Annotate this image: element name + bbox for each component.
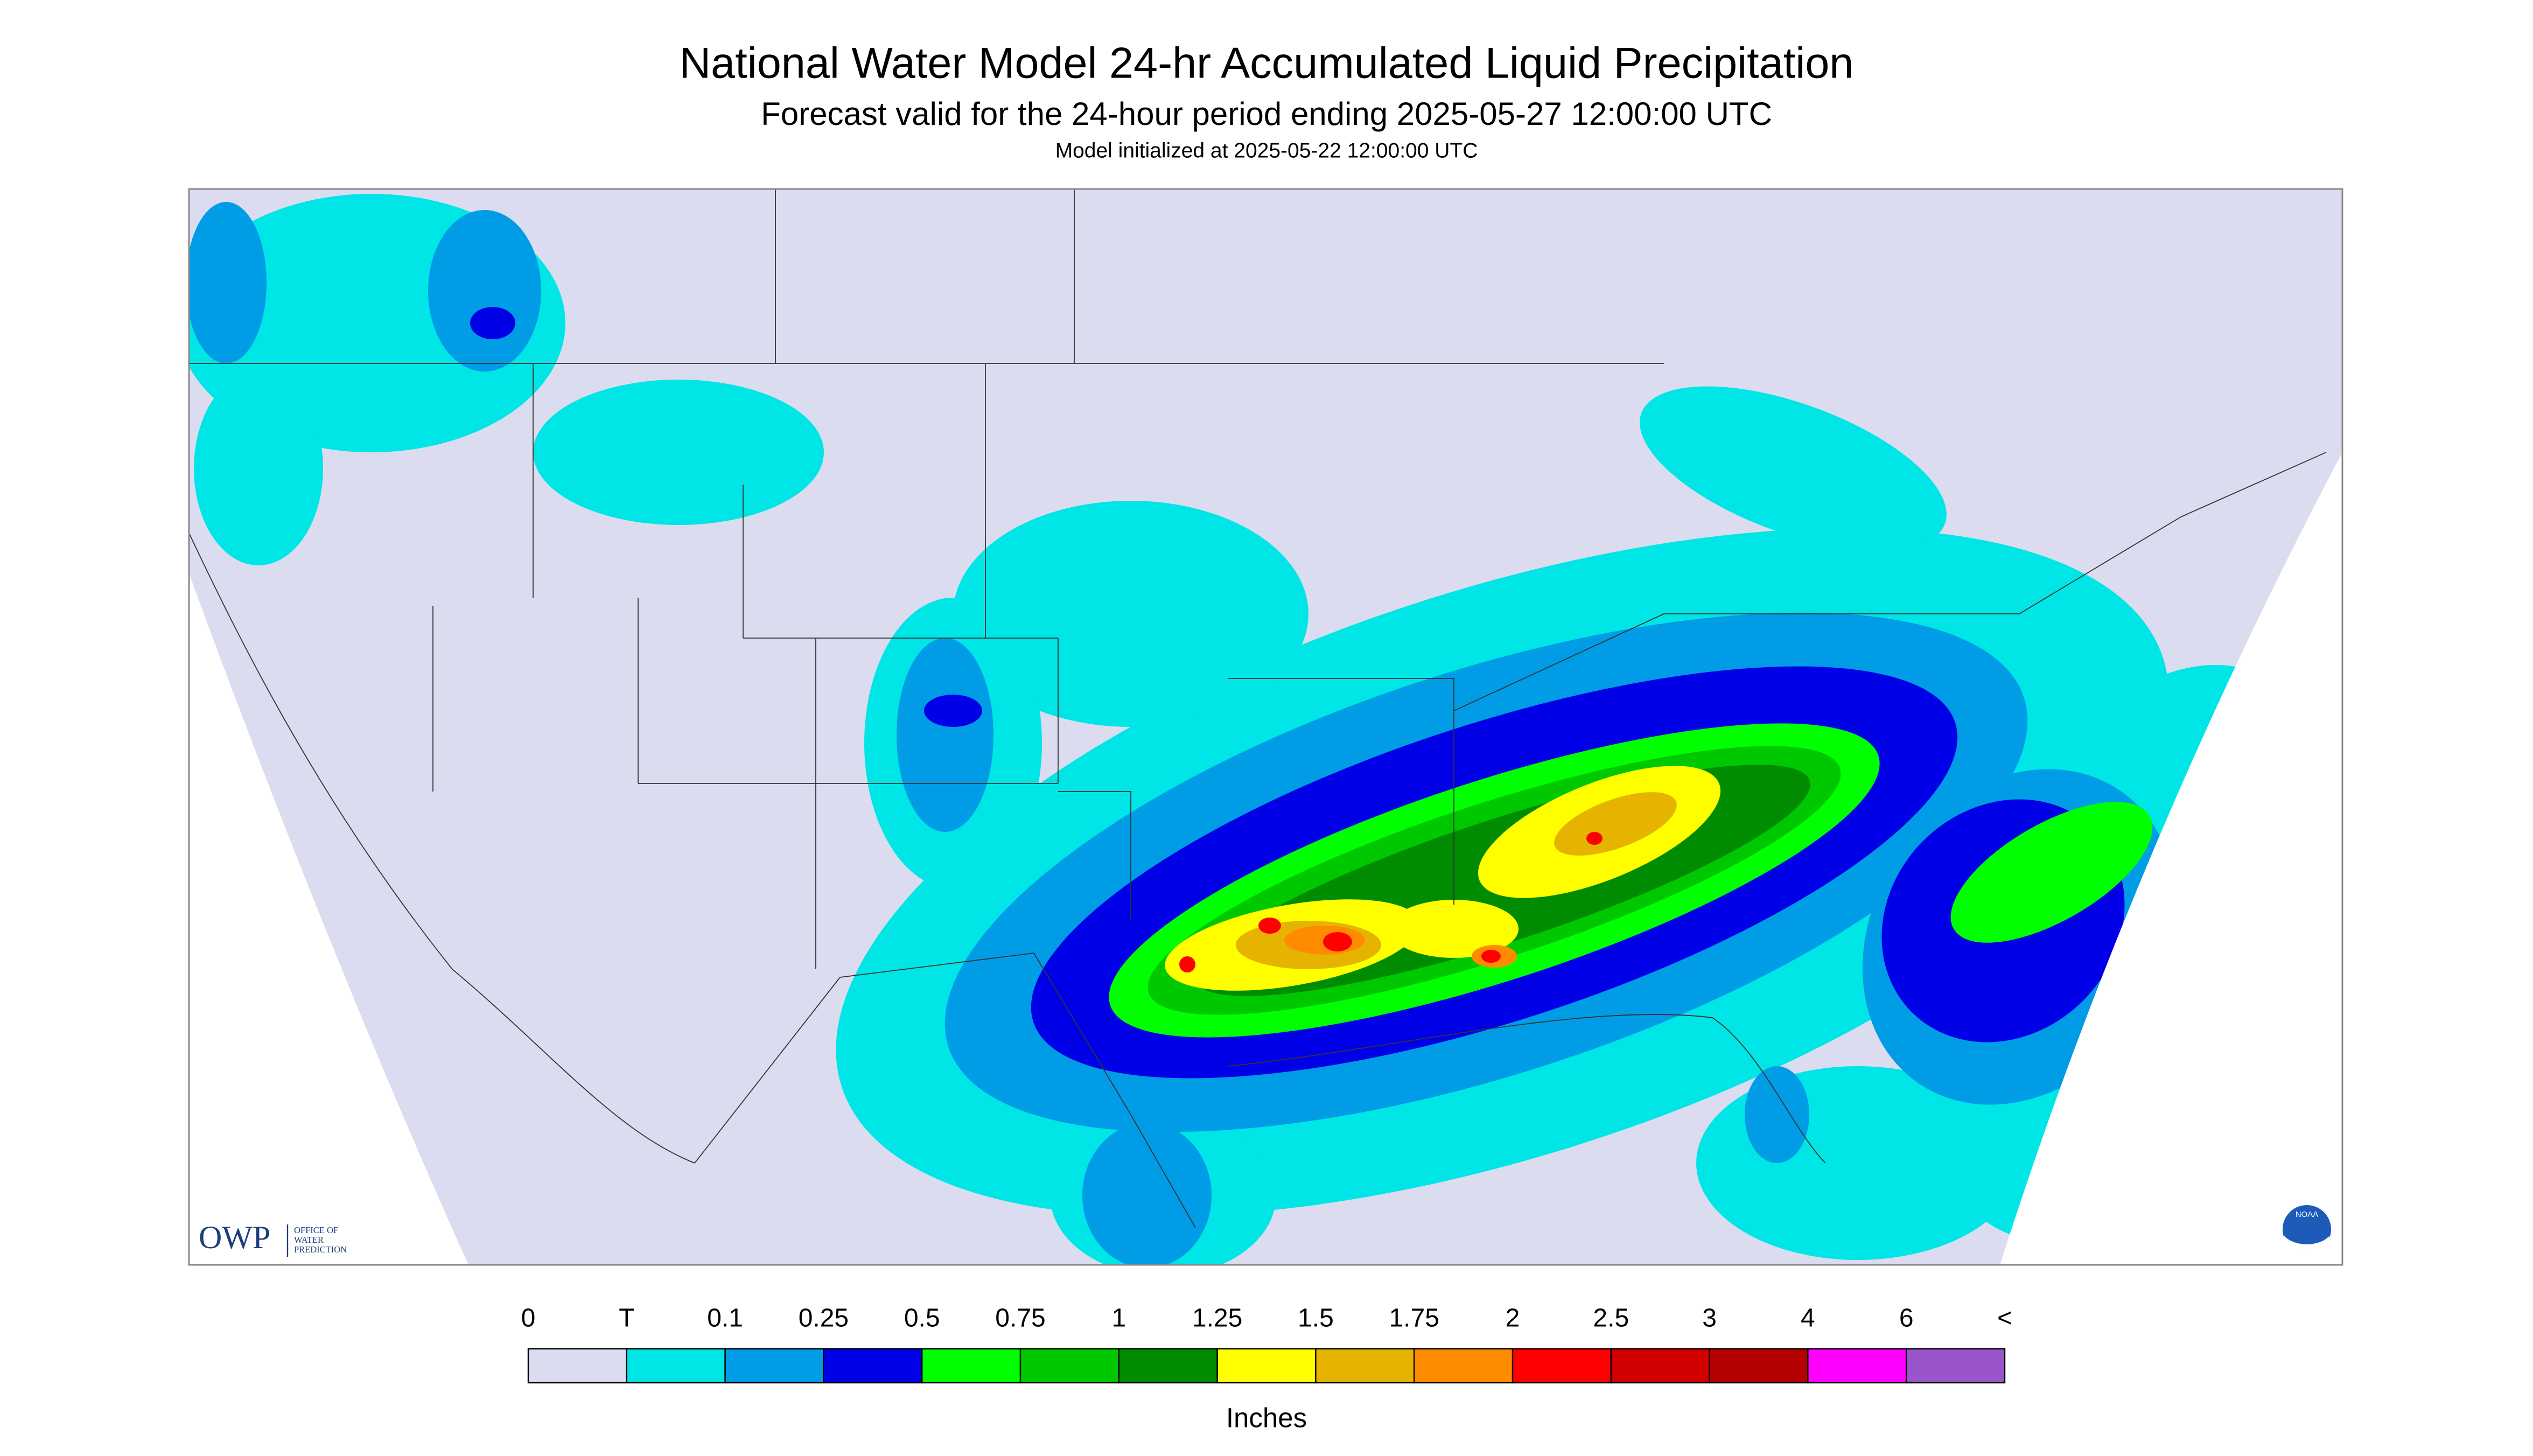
legend-swatch: [1807, 1348, 1907, 1384]
legend-swatch: [1019, 1348, 1120, 1384]
legend-label: 0.1: [707, 1304, 743, 1333]
legend-label: 0.25: [799, 1304, 849, 1333]
legend-label: 0.5: [904, 1304, 940, 1333]
legend-label: 2: [1506, 1304, 1520, 1333]
legend-swatch: [1414, 1348, 1514, 1384]
title: National Water Model 24-hr Accumulated L…: [680, 39, 1854, 87]
legend-label: 0.75: [995, 1304, 1045, 1333]
owp-logo: OWP: [199, 1220, 270, 1255]
owp-logo-line: OFFICE OF: [294, 1225, 338, 1235]
legend-unit: Inches: [1226, 1402, 1307, 1433]
init-note: Model initialized at 2025-05-22 12:00:00…: [1055, 139, 1478, 162]
legend-swatch: [1610, 1348, 1710, 1384]
legend-label: 2.5: [1593, 1304, 1629, 1333]
precip-fields: [189, 194, 2340, 1265]
legend: 0 T 0.1 0.25 0.5 0.75 1 1.25 1.5 1.75 2 2.5 3 4 6 <: [521, 1304, 2012, 1384]
legend-swatch: [1709, 1348, 1809, 1384]
legend-label: 4: [1801, 1304, 1815, 1333]
legend-label: 1.75: [1389, 1304, 1439, 1333]
legend-label: 3: [1702, 1304, 1717, 1333]
noaa-logo-text: NOAA: [2296, 1210, 2319, 1219]
legend-swatch: [921, 1348, 1021, 1384]
legend-label: 6: [1899, 1304, 1914, 1333]
legend-swatch: [1512, 1348, 1612, 1384]
map-frame: [188, 188, 2343, 1266]
owp-logo-line: WATER: [294, 1235, 324, 1245]
noaa-logo-wave: [2284, 1236, 2329, 1254]
legend-label: T: [619, 1304, 634, 1333]
boundaries: [189, 189, 2327, 1228]
legend-swatch: [1315, 1348, 1415, 1384]
legend-swatch: [626, 1348, 726, 1384]
legend-label: 1.5: [1298, 1304, 1334, 1333]
subtitle: Forecast valid for the 24-hour period en…: [761, 96, 1772, 132]
legend-swatch: [1905, 1348, 2006, 1384]
legend-label: <: [1997, 1304, 2012, 1333]
legend-swatch: [823, 1348, 923, 1384]
owp-logo-line: PREDICTION: [294, 1244, 347, 1255]
legend-swatch: [1216, 1348, 1317, 1384]
legend-swatch: [1118, 1348, 1218, 1384]
legend-label: 1.25: [1192, 1304, 1242, 1333]
legend-swatch: [724, 1348, 824, 1384]
off-projection-right: [2000, 452, 2342, 1265]
noaa-logo: [2283, 1205, 2331, 1254]
off-projection-left: [189, 573, 468, 1265]
legend-label: 0: [521, 1304, 536, 1333]
legend-label: 1: [1111, 1304, 1126, 1333]
legend-swatch: [527, 1348, 628, 1384]
